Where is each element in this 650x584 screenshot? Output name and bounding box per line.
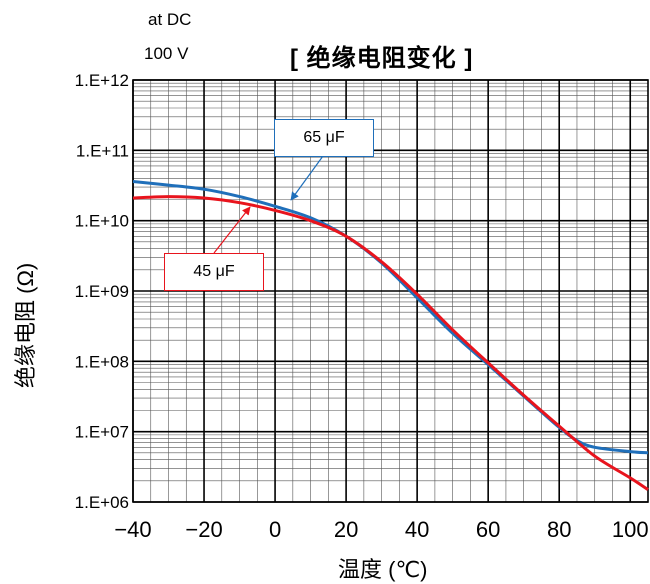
y-tick-label: 1.E+06 [75,493,129,512]
x-tick-label: 100 [612,517,649,542]
plot-frame [132,79,649,503]
y-tick-label: 1.E+11 [76,141,129,160]
condition-line-1: at DC [148,10,192,29]
x-tick-label: 0 [269,517,281,542]
callout-leaders [213,155,324,254]
y-tick-label: 1.E+10 [75,212,129,231]
y-tick-label: 1.E+08 [75,352,129,371]
x-tick-label: 80 [547,517,571,542]
y-axis-label: 绝缘电阻 (Ω) [13,262,38,388]
grid [132,79,649,503]
tick-labels: 1.E+06 1.E+07 1.E+08 1.E+09 1.E+10 1.E+11 1.E+… [75,71,649,542]
callout-65uf: 65 μF [274,119,374,157]
condition-line-2: 100 V [144,44,189,63]
series-line-65uf [132,180,649,455]
y-tick-label: 1.E+12 [75,71,129,90]
x-axis-label: 温度 (℃) [338,557,428,582]
x-tick-label: −40 [114,517,151,542]
x-tick-label: 20 [334,517,358,542]
y-tick-label: 1.E+07 [75,423,129,442]
callout-45uf: 45 μF [164,253,264,291]
series-line-45uf [132,195,649,491]
x-tick-label: 60 [476,517,500,542]
x-tick-label: 40 [405,517,429,542]
leader-45uf [213,206,251,254]
leader-65uf [290,155,324,201]
y-tick-label: 1.E+09 [75,282,129,301]
x-tick-label: −20 [185,517,222,542]
chart-title: [ 绝缘电阻变化 ] [290,45,474,72]
series-layer [132,180,649,491]
